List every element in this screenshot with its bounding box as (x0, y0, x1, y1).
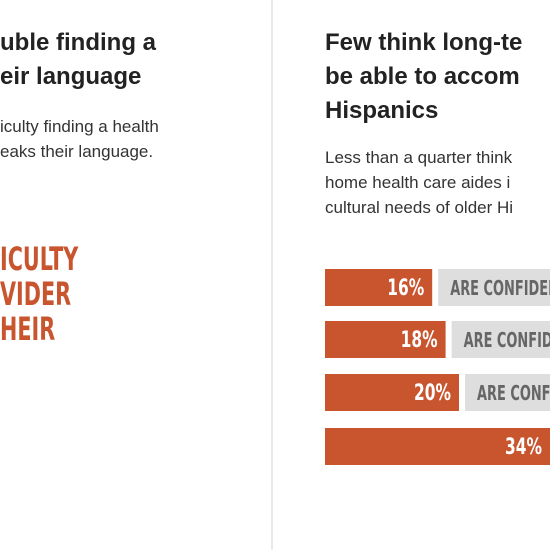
bar (325, 428, 550, 465)
right-body: cultural needs of older Hi (325, 198, 513, 217)
bar-label: 18% (401, 327, 438, 353)
content: uble finding a eir language iculty finding… (0, 29, 550, 465)
right-title: be able to accom (325, 63, 520, 90)
note-text: ARE CONFI (477, 383, 550, 406)
note-text: ARE CONFID (464, 330, 550, 353)
bar-label: 34% (505, 434, 542, 460)
right-title: Few think long-te (325, 29, 522, 56)
bar-label: 20% (414, 380, 451, 406)
left-body: iculty finding a health (0, 117, 159, 136)
note-box (465, 374, 550, 411)
left-title: eir language (0, 63, 141, 90)
right-body: home health care aides i (325, 173, 510, 192)
left-body: eaks their language. (0, 142, 153, 161)
bar (325, 269, 433, 306)
bar-label: 16% (387, 275, 424, 301)
note-box (438, 269, 550, 306)
bar (325, 321, 446, 358)
left-callout: VIDER (0, 275, 71, 313)
right-body: Less than a quarter think (325, 148, 513, 167)
note-box (451, 321, 550, 358)
right-title: Hispanics (325, 97, 438, 124)
left-callout: ICULTY (0, 240, 79, 278)
note-text: ARE CONFIDEN (450, 278, 550, 301)
bar (325, 374, 459, 411)
left-title: uble finding a (0, 29, 157, 56)
left-callout: HEIR (0, 310, 55, 348)
